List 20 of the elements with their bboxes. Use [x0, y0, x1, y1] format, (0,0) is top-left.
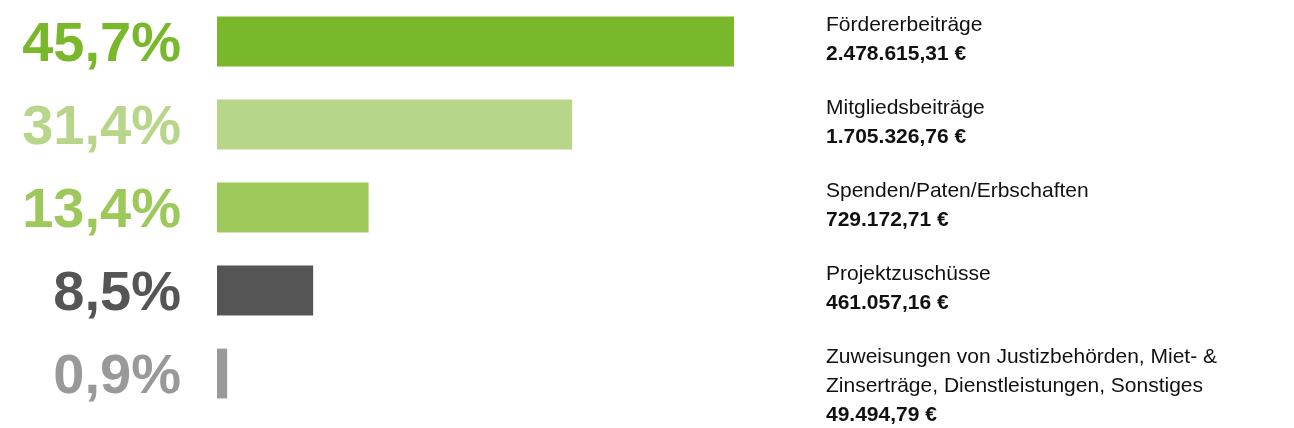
text: 1.705.326,76 €	[826, 123, 967, 147]
bar	[217, 265, 314, 316]
y-tick-label: Projektzuschüsse	[826, 260, 991, 284]
y-tick-label: Spenden/Paten/Erbschaften	[826, 177, 1089, 201]
bar	[217, 182, 369, 233]
text: 2.478.615,31 €	[826, 40, 967, 64]
bar	[217, 348, 228, 399]
y-tick-label: Fördererbeiträge	[826, 11, 983, 35]
data-label: 31,4%	[22, 92, 181, 156]
bar	[217, 16, 734, 67]
y-tick-label: Zuweisungen von Justizbehörden, Miet- & Zinserträge, Dienstleistungen, Sonstiges	[826, 343, 1218, 396]
bar	[217, 99, 573, 150]
text: 461.057,16 €	[826, 289, 949, 313]
text: 729.172,71 €	[826, 206, 949, 230]
text: 49.494,79 €	[826, 401, 938, 425]
data-label: 45,7%	[22, 9, 181, 73]
y-tick-label: Mitgliedsbeiträge	[826, 94, 985, 118]
data-label: 8,5%	[53, 258, 181, 322]
data-label: 13,4%	[22, 175, 181, 239]
data-label: 0,9%	[53, 341, 181, 405]
